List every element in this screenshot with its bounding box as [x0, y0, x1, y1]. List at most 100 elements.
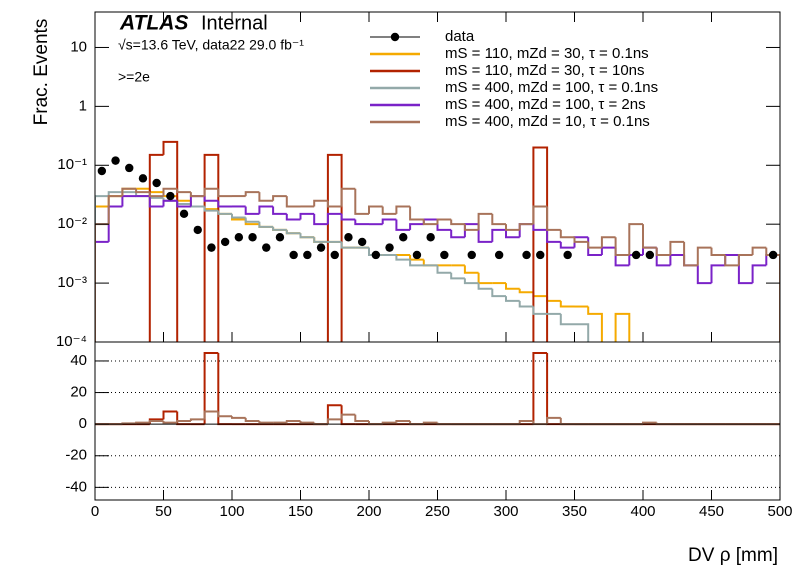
- x-tick-label: 50: [155, 503, 172, 520]
- histogram-bin: [710, 264, 726, 284]
- histogram-bin: [614, 312, 631, 342]
- histogram-bin: [765, 253, 780, 342]
- histogram-bin: [107, 195, 123, 207]
- data-point: [494, 250, 504, 260]
- histogram-bin: [696, 265, 712, 285]
- histogram-bin: [217, 188, 232, 198]
- histogram-bin: [217, 200, 232, 208]
- histogram-bin: [285, 213, 301, 221]
- data-point: [125, 163, 134, 173]
- histogram-bin: [724, 254, 739, 267]
- histogram-bin: [354, 188, 369, 215]
- y-tick-label: 10⁻¹: [57, 156, 87, 173]
- ratio-bin: [532, 352, 548, 425]
- ratio-bin: [217, 411, 232, 418]
- histogram-bin: [189, 192, 205, 198]
- x-tick-label: 350: [562, 503, 587, 520]
- y-tick-label: 0: [79, 415, 87, 432]
- histogram-bin: [546, 206, 561, 231]
- data-point: [467, 250, 476, 260]
- data-point: [631, 250, 641, 260]
- x-axis-label: DV ρ [mm]: [688, 545, 778, 566]
- ratio-bin: [203, 410, 219, 420]
- data-point: [371, 250, 381, 260]
- data-point: [316, 243, 326, 252]
- ratio-bin: [326, 418, 342, 425]
- histogram-bin: [505, 283, 520, 290]
- data-point: [262, 243, 271, 252]
- data-point: [522, 250, 531, 260]
- histogram-bin: [258, 192, 274, 202]
- histogram-bin: [258, 221, 274, 228]
- histogram-bin: [148, 188, 164, 194]
- histogram-bin: [600, 236, 616, 248]
- data-point: [97, 166, 107, 176]
- histogram-bin: [313, 237, 328, 243]
- histogram-bin: [546, 229, 561, 243]
- histogram-bin: [710, 247, 726, 256]
- data-point: [330, 250, 339, 260]
- y-tick-label: -40: [65, 478, 87, 495]
- ratio-plot: [95, 352, 780, 426]
- ratio-bin: [381, 421, 397, 425]
- y-tick-label: -20: [65, 447, 87, 464]
- ratio-frame: [94, 341, 781, 501]
- histogram-bin: [614, 247, 630, 267]
- y-tick-label: 10⁻⁴: [56, 333, 87, 350]
- histogram-bin: [313, 199, 328, 207]
- histogram-bin: [491, 288, 506, 298]
- histogram-bin: [162, 199, 178, 207]
- histogram-bin: [477, 224, 493, 243]
- histogram-bin: [368, 205, 383, 214]
- histogram-bin: [258, 205, 274, 214]
- histogram-bin: [751, 246, 767, 255]
- ratio-bin: [217, 353, 232, 426]
- histogram-bin: [436, 218, 452, 225]
- histogram-bin: [203, 206, 219, 212]
- histogram-bin: [176, 188, 191, 194]
- y-axis-label: Frac. Events: [31, 19, 52, 126]
- x-tick-label: 150: [288, 503, 313, 520]
- ratio-bin: [340, 413, 356, 420]
- data-point: [138, 174, 148, 183]
- histogram-bin: [395, 254, 411, 261]
- histogram-bin: [737, 254, 753, 285]
- histogram-bin: [285, 196, 301, 208]
- histogram-bin: [107, 195, 123, 225]
- x-tick-label: 400: [630, 503, 655, 520]
- histogram-bin: [683, 254, 698, 267]
- histogram-bin: [162, 140, 179, 342]
- x-tick-label: 0: [91, 503, 99, 520]
- histogram-bin: [107, 191, 123, 197]
- histogram-bin: [381, 206, 397, 215]
- histogram-bin: [148, 192, 164, 198]
- data-point: [303, 250, 312, 260]
- data-point: [234, 233, 244, 242]
- histogram-bin: [121, 187, 137, 197]
- histogram-bin: [450, 229, 465, 239]
- ratio-bin: [642, 421, 657, 425]
- ratio-bin: [189, 418, 205, 421]
- ratio-bin: [518, 420, 534, 425]
- histogram-bin: [326, 200, 342, 208]
- histogram-bin: [203, 206, 219, 211]
- energy-label: √s=13.6 TeV, data22 29.0 fb⁻¹: [118, 37, 304, 53]
- histogram-bin: [95, 205, 109, 342]
- histogram-bin: [559, 229, 575, 239]
- histogram-bin: [176, 196, 191, 202]
- data-point: [440, 250, 449, 260]
- ratio-bin: [546, 416, 561, 425]
- histogram-bin: [655, 247, 671, 256]
- histogram-bin: [765, 247, 780, 342]
- histogram-bin: [655, 247, 671, 267]
- ratio-bin: [162, 410, 178, 420]
- histogram-bin: [217, 210, 232, 215]
- x-tick-label: 500: [767, 503, 792, 520]
- x-tick-label: 300: [493, 503, 518, 520]
- histogram-bin: [395, 219, 411, 231]
- histogram-bin: [135, 188, 150, 194]
- histogram-bin: [477, 272, 493, 285]
- ratio-bin: [546, 353, 561, 426]
- histogram-bin: [395, 205, 411, 214]
- histogram-bin: [450, 272, 465, 280]
